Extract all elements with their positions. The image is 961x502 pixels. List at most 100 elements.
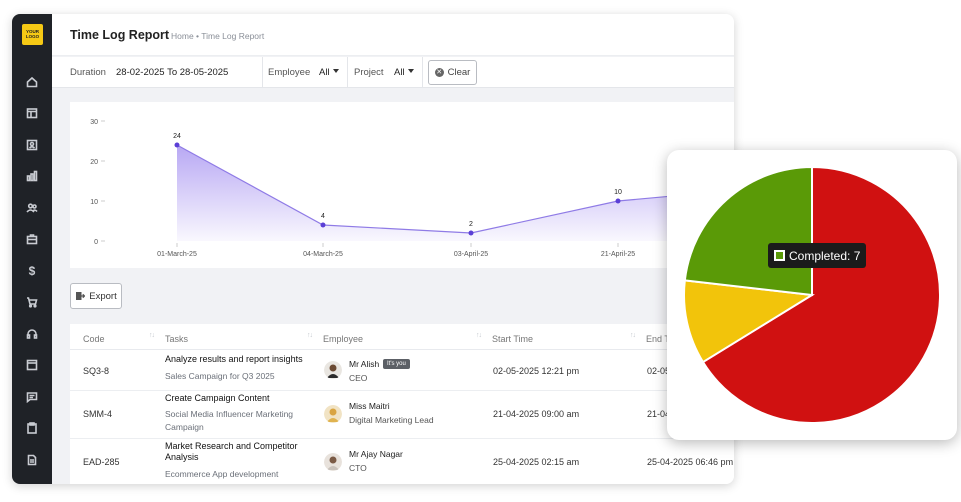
- task-title[interactable]: Analyze results and report insights: [165, 354, 303, 364]
- task-title[interactable]: Create Campaign Content: [165, 393, 270, 403]
- time-log-line-chart: 30 20 10 0 24 01-March-25 4 04-March-25 2 03-Apri…: [90, 119, 734, 258]
- breadcrumb[interactable]: Home • Time Log Report: [171, 31, 265, 41]
- its-you-badge: It's you: [383, 359, 410, 369]
- avatar: [324, 405, 342, 423]
- duration-label: Duration: [70, 67, 106, 78]
- task-status-pie-chart: [683, 165, 941, 424]
- divider: [422, 57, 423, 88]
- table-header: Code ↑↓ Tasks ↑↓ Employee ↑↓ Start Time …: [70, 324, 734, 350]
- employee-select[interactable]: All: [319, 67, 339, 78]
- x-tick-label: 01-March-25: [157, 251, 197, 258]
- pie-slice[interactable]: [701, 165, 941, 424]
- filter-bar: Duration 28-02-2025 To 28-05-2025 Employ…: [52, 57, 734, 88]
- project-name: Sales Campaign for Q3 2025: [165, 371, 275, 381]
- legend-swatch: [774, 250, 785, 261]
- sort-icon[interactable]: ↑↓: [307, 332, 313, 339]
- divider: [262, 57, 263, 88]
- data-point[interactable]: [468, 230, 474, 236]
- export-icon: [76, 292, 86, 300]
- contacts-icon[interactable]: [22, 135, 42, 155]
- end-time: 25-04-2025 06:46 pm: [647, 457, 734, 467]
- main-content: Time Log Report Home • Time Log Report D…: [52, 14, 734, 484]
- data-label: 24: [173, 133, 181, 140]
- task-status-pie-card: Completed: 7: [667, 150, 957, 440]
- sidebar: YOUR LOGO $: [12, 14, 52, 484]
- data-label: 10: [614, 189, 622, 196]
- data-label: 2: [469, 221, 473, 228]
- column-header-start-time[interactable]: Start Time: [492, 334, 534, 344]
- sort-icon[interactable]: ↑↓: [149, 332, 155, 339]
- start-time: 02-05-2025 12:21 pm: [493, 366, 580, 376]
- data-label: 4: [321, 213, 325, 220]
- table-row[interactable]: SQ3-8 Analyze results and report insight…: [70, 350, 734, 391]
- end-time: 21-04: [647, 409, 671, 419]
- briefcase-icon[interactable]: [22, 229, 42, 249]
- y-tick-label: 30: [90, 119, 98, 126]
- chat-icon[interactable]: [22, 387, 42, 407]
- task-code: SMM-4: [83, 409, 112, 419]
- project-name: Social Media Influencer Marketing Campai…: [165, 409, 294, 432]
- avatar: [324, 361, 342, 379]
- y-tick-label: 0: [94, 239, 98, 246]
- column-header-end-time[interactable]: End T: [646, 334, 670, 344]
- employee-role: CEO: [349, 373, 368, 383]
- sort-icon[interactable]: ↑↓: [630, 332, 636, 339]
- data-point[interactable]: [615, 198, 621, 204]
- users-icon[interactable]: [22, 198, 42, 218]
- task-code: EAD-285: [83, 457, 120, 467]
- page-header: Time Log Report Home • Time Log Report: [52, 14, 734, 56]
- end-time: 02-05: [647, 366, 671, 376]
- employee-label: Employee: [268, 67, 311, 78]
- time-log-table: Code ↑↓ Tasks ↑↓ Employee ↑↓ Start Time …: [70, 324, 734, 484]
- y-tick-label: 10: [90, 199, 98, 206]
- time-log-line-chart-card: 30 20 10 0 24 01-March-25 4 04-March-25 2 03-Apri…: [70, 102, 734, 268]
- column-header-code[interactable]: Code: [83, 334, 105, 344]
- avatar: [324, 453, 342, 471]
- home-icon[interactable]: [22, 72, 42, 92]
- duration-range-input[interactable]: 28-02-2025 To 28-05-2025: [116, 67, 229, 78]
- column-header-tasks[interactable]: Tasks: [165, 334, 189, 344]
- project-name: Ecommerce App development: [165, 469, 279, 479]
- data-point[interactable]: [320, 222, 326, 228]
- data-point[interactable]: [174, 142, 180, 148]
- chevron-down-icon: [332, 69, 339, 73]
- project-select[interactable]: All: [394, 67, 414, 78]
- employee-role: Digital Marketing Lead: [349, 415, 434, 425]
- dollar-icon[interactable]: $: [28, 264, 36, 278]
- employee-name[interactable]: Miss Maitri: [349, 401, 390, 411]
- clear-filters-button[interactable]: ✕ Clear: [428, 60, 477, 85]
- start-time: 21-04-2025 09:00 am: [493, 409, 580, 419]
- headset-icon[interactable]: [22, 324, 42, 344]
- clipboard-icon[interactable]: [22, 418, 42, 438]
- task-title[interactable]: Market Research and Competitor Analysis: [165, 441, 298, 462]
- x-tick-label: 21-April-25: [601, 251, 635, 258]
- table-row[interactable]: EAD-285 Market Research and Competitor A…: [70, 439, 734, 484]
- task-code: SQ3-8: [83, 366, 110, 376]
- employee-name[interactable]: Mr Alish: [349, 359, 380, 369]
- cart-icon[interactable]: [22, 292, 42, 312]
- document-icon[interactable]: [22, 450, 42, 470]
- time-log-app-window: YOUR LOGO $: [12, 14, 734, 484]
- employee-role: CTO: [349, 463, 367, 473]
- company-logo[interactable]: YOUR LOGO: [22, 24, 43, 45]
- pie-slice[interactable]: [683, 279, 815, 364]
- close-circle-icon: ✕: [434, 68, 444, 77]
- start-time: 25-04-2025 02:15 am: [493, 457, 580, 467]
- pie-tooltip: Completed: 7: [768, 243, 867, 268]
- calendar-grid-icon[interactable]: [22, 103, 42, 123]
- table-row[interactable]: SMM-4 Create Campaign Content Social Med…: [70, 391, 734, 439]
- sort-icon[interactable]: ↑↓: [476, 332, 482, 339]
- area-fill: [177, 145, 734, 241]
- y-tick-label: 20: [90, 159, 98, 166]
- chevron-down-icon: [407, 69, 414, 73]
- x-tick-label: 04-March-25: [303, 251, 343, 258]
- page-title: Time Log Report: [70, 28, 170, 42]
- pie-slice[interactable]: [683, 165, 813, 297]
- window-icon[interactable]: [22, 355, 42, 375]
- divider: [347, 57, 348, 88]
- column-header-employee[interactable]: Employee: [323, 334, 364, 344]
- bar-chart-icon[interactable]: [22, 166, 42, 186]
- employee-name[interactable]: Mr Ajay Nagar: [349, 449, 403, 459]
- export-button[interactable]: Export: [70, 283, 122, 309]
- x-tick-label: 03-April-25: [454, 251, 488, 258]
